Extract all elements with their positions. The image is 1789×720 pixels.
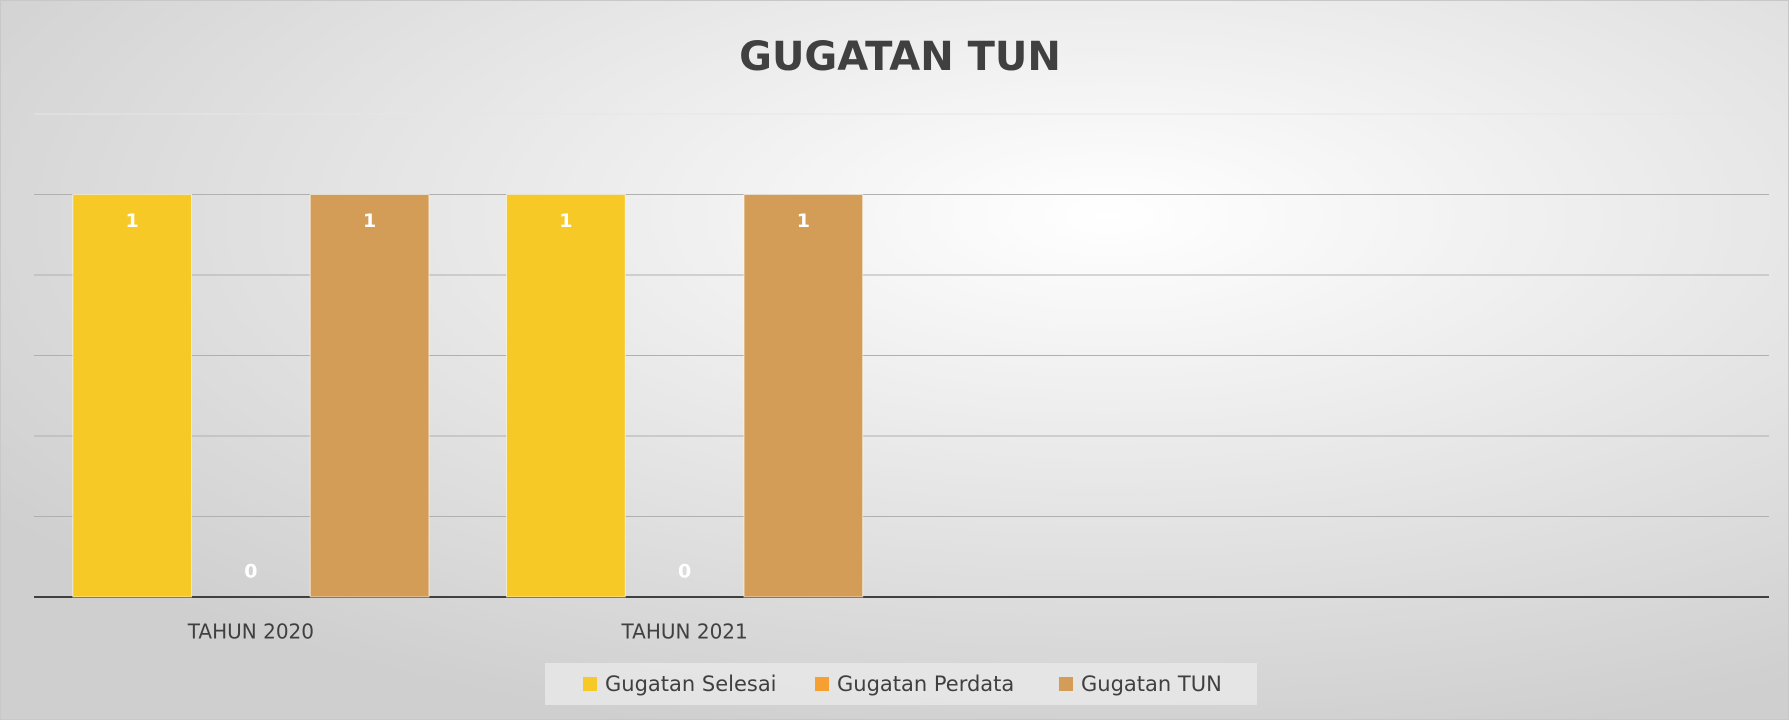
bar <box>743 194 864 598</box>
legend-box <box>545 663 1257 705</box>
bar <box>506 194 626 598</box>
data-label: 0 <box>678 561 691 583</box>
legend-swatch <box>583 677 597 691</box>
legend-label: Gugatan Perdata <box>837 672 1014 696</box>
data-label: 1 <box>363 210 376 232</box>
data-label: 0 <box>244 561 257 583</box>
x-tick-label: TAHUN 2021 <box>621 620 748 644</box>
data-label: 1 <box>797 210 810 232</box>
data-label: 1 <box>126 210 139 232</box>
data-label: 1 <box>559 210 572 232</box>
legend-label: Gugatan TUN <box>1081 672 1222 696</box>
bar <box>72 194 193 598</box>
chart-title: GUGATAN TUN <box>739 34 1061 80</box>
x-tick-label: TAHUN 2020 <box>187 620 314 644</box>
legend-swatch <box>815 677 829 691</box>
legend-swatch <box>1059 677 1073 691</box>
legend-label: Gugatan Selesai <box>605 672 777 696</box>
bar <box>309 194 430 598</box>
